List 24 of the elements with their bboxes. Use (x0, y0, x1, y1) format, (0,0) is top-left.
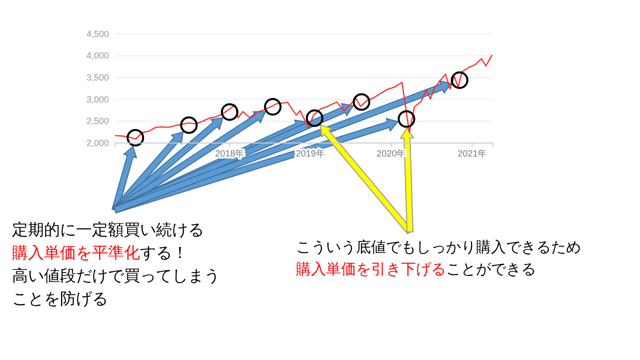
y-tick-label: 3,000 (86, 94, 109, 104)
text: ことができる (446, 260, 536, 278)
text: ことを防げる (12, 289, 108, 308)
y-tick-label: 2,000 (86, 138, 109, 148)
y-tick-label: 4,000 (86, 50, 109, 61)
line-series (114, 54, 493, 140)
point (398, 110, 416, 128)
y-tick-label: 3,500 (86, 72, 109, 82)
point (264, 98, 282, 116)
point (352, 93, 370, 111)
x-tick-label: 2021年 (458, 148, 487, 158)
y-tick-label: 4,500 (86, 28, 109, 39)
text: 高い値段だけで買ってしまう (12, 266, 220, 285)
text: 定期的に一定額買い続ける (12, 220, 204, 239)
point (450, 71, 468, 89)
text: 購入単価を引き下げる (296, 260, 446, 278)
point (126, 129, 144, 147)
text: こういう底値でもしっかり購入できるため (296, 238, 581, 256)
text: する！ (140, 243, 188, 262)
y-tick-label: 2,500 (86, 116, 109, 126)
text: 購入単価を平準化 (12, 243, 140, 262)
point (180, 116, 198, 134)
point (306, 109, 324, 127)
point (220, 103, 238, 121)
